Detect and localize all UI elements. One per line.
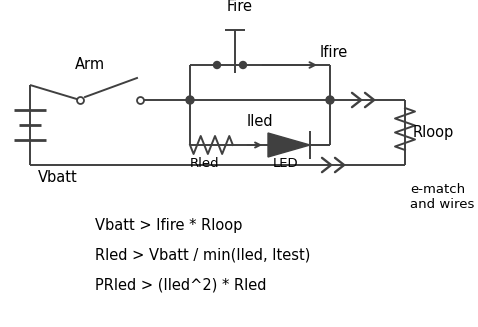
Text: Iled: Iled xyxy=(247,114,273,129)
Circle shape xyxy=(326,96,334,104)
Text: Fire: Fire xyxy=(227,0,253,14)
Text: Arm: Arm xyxy=(75,57,105,72)
Circle shape xyxy=(239,61,247,68)
Text: LED: LED xyxy=(273,157,299,170)
Text: PRled > (Iled^2) * Rled: PRled > (Iled^2) * Rled xyxy=(95,278,267,293)
Text: Rloop: Rloop xyxy=(413,125,454,140)
Text: Rled: Rled xyxy=(190,157,220,170)
Circle shape xyxy=(214,61,220,68)
Text: e-match
and wires: e-match and wires xyxy=(410,183,474,211)
Text: Rled > Vbatt / min(Iled, Itest): Rled > Vbatt / min(Iled, Itest) xyxy=(95,248,310,263)
Text: Vbatt > Ifire * Rloop: Vbatt > Ifire * Rloop xyxy=(95,218,242,233)
Polygon shape xyxy=(268,133,310,157)
Circle shape xyxy=(186,96,194,104)
Text: Ifire: Ifire xyxy=(320,45,348,60)
Text: Vbatt: Vbatt xyxy=(38,170,78,185)
